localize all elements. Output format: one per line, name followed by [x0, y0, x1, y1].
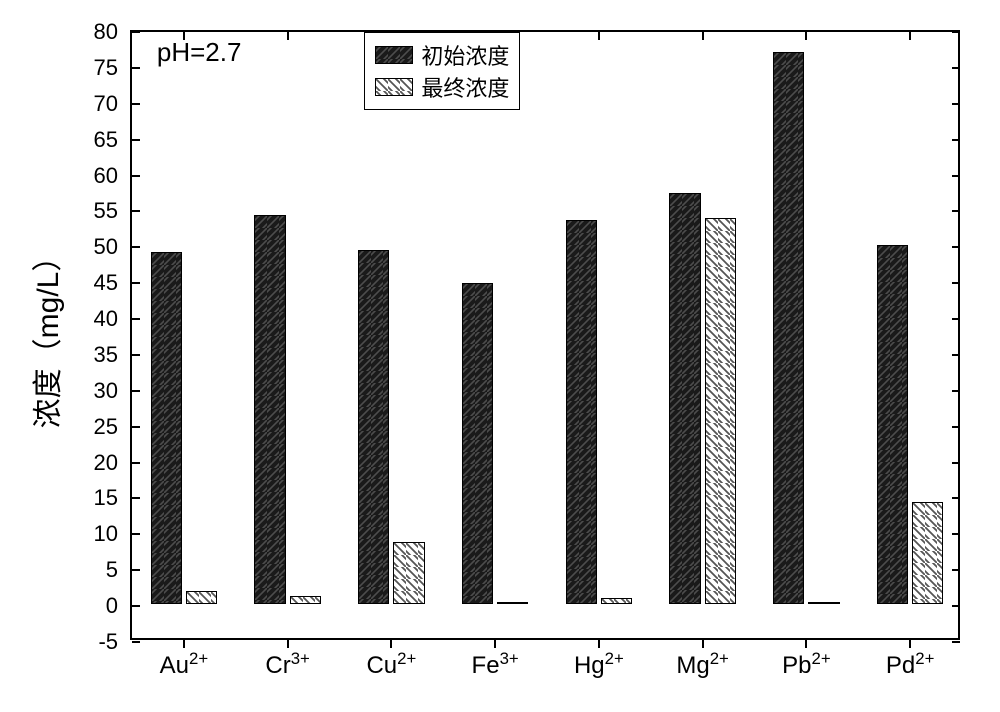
- bar-initial: [773, 52, 804, 605]
- y-tick: [132, 569, 140, 571]
- y-tick: [952, 282, 960, 284]
- y-tick-label: 5: [106, 557, 132, 583]
- y-tick-label: 25: [94, 414, 132, 440]
- y-tick: [132, 533, 140, 535]
- y-tick: [952, 103, 960, 105]
- x-tick: [287, 32, 289, 40]
- legend-swatch-final: [375, 78, 413, 96]
- y-tick: [952, 462, 960, 464]
- y-tick-label: 20: [94, 450, 132, 476]
- axis-bottom: [130, 638, 960, 640]
- y-tick: [132, 605, 140, 607]
- bar-initial: [462, 283, 493, 605]
- y-tick: [952, 426, 960, 428]
- y-tick: [132, 282, 140, 284]
- y-tick: [952, 31, 960, 33]
- y-tick: [132, 67, 140, 69]
- bar-initial: [358, 250, 389, 604]
- x-category-label: Cr3+: [265, 640, 309, 680]
- y-tick: [952, 67, 960, 69]
- y-tick: [952, 139, 960, 141]
- y-tick: [132, 462, 140, 464]
- x-tick: [805, 32, 807, 40]
- y-tick-label: 40: [94, 306, 132, 332]
- x-tick: [598, 32, 600, 40]
- y-tick-label: 60: [94, 163, 132, 189]
- x-category-label: Fe3+: [472, 640, 519, 680]
- y-tick: [952, 246, 960, 248]
- bar-initial: [566, 220, 597, 604]
- y-tick: [132, 210, 140, 212]
- y-tick: [132, 175, 140, 177]
- ph-annotation: pH=2.7: [157, 37, 242, 68]
- bar-initial: [877, 245, 908, 604]
- legend-row: 最终浓度: [375, 71, 509, 103]
- y-tick-label: 30: [94, 378, 132, 404]
- y-tick: [132, 103, 140, 105]
- legend: 初始浓度最终浓度: [364, 32, 520, 110]
- y-tick: [952, 569, 960, 571]
- y-tick: [132, 497, 140, 499]
- y-tick: [952, 210, 960, 212]
- y-tick: [952, 533, 960, 535]
- legend-label: 初始浓度: [421, 39, 509, 71]
- y-tick: [952, 390, 960, 392]
- y-tick: [132, 390, 140, 392]
- y-tick: [952, 497, 960, 499]
- y-tick-label: 0: [106, 593, 132, 619]
- y-tick: [132, 31, 140, 33]
- y-tick: [132, 354, 140, 356]
- legend-row: 初始浓度: [375, 39, 509, 71]
- concentration-bar-chart: -5 0 5 10 15 20 25 30 35 40 45 50 55 60 65 70 75 80 Au2+ Cr…: [0, 0, 1000, 712]
- bar-final: [290, 596, 321, 604]
- y-tick: [132, 641, 140, 643]
- y-tick-label: 35: [94, 342, 132, 368]
- bar-initial: [669, 193, 700, 604]
- legend-label: 最终浓度: [421, 71, 509, 103]
- y-tick-label: 80: [94, 19, 132, 45]
- y-tick: [952, 641, 960, 643]
- legend-swatch-initial: [375, 46, 413, 64]
- x-category-label: Hg2+: [574, 640, 624, 680]
- y-tick-label: 50: [94, 234, 132, 260]
- x-category-label: Pd2+: [886, 640, 935, 680]
- bar-final: [497, 602, 528, 604]
- y-tick-label: 15: [94, 485, 132, 511]
- bar-final: [601, 598, 632, 604]
- x-category-label: Au2+: [160, 640, 209, 680]
- y-tick: [952, 354, 960, 356]
- y-axis-title: 浓度（mg/L）: [23, 242, 67, 429]
- y-tick-label: 65: [94, 127, 132, 153]
- bar-final: [808, 602, 839, 604]
- x-tick: [909, 32, 911, 40]
- y-tick-label: 10: [94, 521, 132, 547]
- y-tick: [952, 605, 960, 607]
- bar-final: [393, 542, 424, 604]
- y-tick: [132, 246, 140, 248]
- y-tick: [952, 318, 960, 320]
- y-tick: [132, 318, 140, 320]
- y-tick-label: -5: [98, 629, 132, 655]
- axis-right: [958, 30, 960, 640]
- y-tick-label: 75: [94, 55, 132, 81]
- bar-final: [186, 591, 217, 605]
- x-category-label: Pb2+: [782, 640, 831, 680]
- y-tick: [952, 175, 960, 177]
- x-category-label: Cu2+: [366, 640, 416, 680]
- y-tick-label: 70: [94, 91, 132, 117]
- bar-initial: [151, 252, 182, 604]
- x-category-label: Mg2+: [676, 640, 728, 680]
- y-tick: [132, 426, 140, 428]
- y-tick-label: 45: [94, 270, 132, 296]
- x-tick: [702, 32, 704, 40]
- plot-area: -505101520253035404550556065707580Au2+Cr…: [130, 30, 960, 640]
- y-tick-label: 55: [94, 198, 132, 224]
- bar-initial: [254, 215, 285, 604]
- bar-final: [705, 218, 736, 604]
- y-tick: [132, 139, 140, 141]
- bar-final: [912, 502, 943, 604]
